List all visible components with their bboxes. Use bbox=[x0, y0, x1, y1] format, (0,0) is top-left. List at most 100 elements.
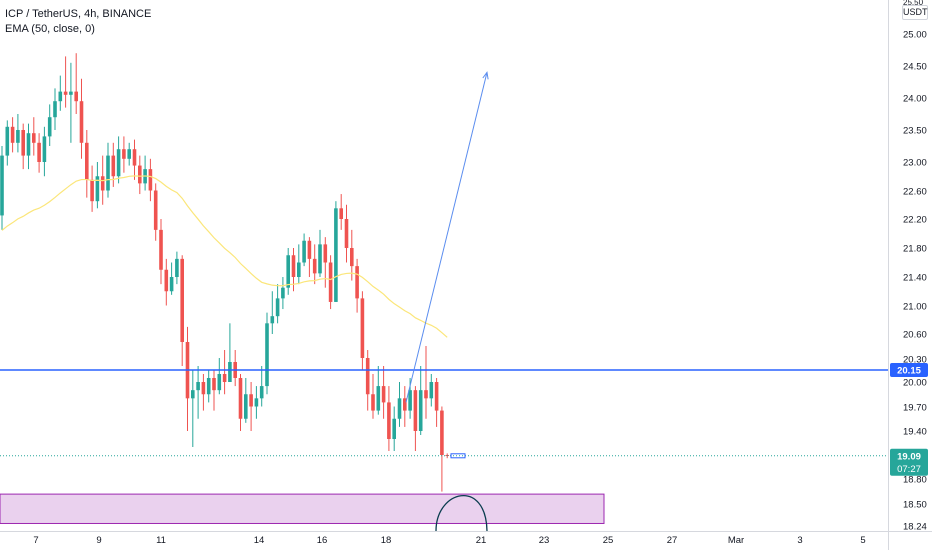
candle-down bbox=[350, 229, 354, 281]
candle-down bbox=[122, 136, 126, 173]
candle-down bbox=[212, 370, 216, 411]
candle-body bbox=[175, 258, 179, 277]
candle-down bbox=[323, 237, 328, 288]
candle-down bbox=[153, 183, 158, 241]
price-tick-label: 21.00 bbox=[903, 302, 927, 313]
time-tick-label: 23 bbox=[539, 535, 550, 546]
candle-up bbox=[191, 370, 195, 447]
candle-down bbox=[222, 350, 227, 395]
candle-body bbox=[429, 382, 434, 399]
candle-up bbox=[169, 262, 174, 295]
candle-body bbox=[63, 91, 68, 95]
last-price-marker bbox=[450, 453, 466, 459]
candle-down bbox=[32, 117, 36, 156]
time-tick-label: 11 bbox=[156, 535, 166, 546]
candle-body bbox=[238, 378, 243, 419]
circle-marker bbox=[435, 494, 488, 532]
candle-down bbox=[403, 386, 407, 427]
candle-body bbox=[254, 398, 259, 407]
candle-body bbox=[164, 269, 169, 292]
price-tick-label: 19.40 bbox=[903, 427, 927, 438]
candle-up bbox=[0, 146, 4, 230]
candle-body bbox=[318, 244, 322, 274]
candle-body bbox=[100, 176, 105, 191]
candle-up bbox=[334, 201, 338, 302]
time-tick-label: 9 bbox=[96, 535, 101, 546]
candle-body bbox=[360, 298, 365, 358]
candle-body bbox=[127, 149, 131, 159]
candle-body bbox=[201, 382, 206, 395]
candle-body bbox=[344, 219, 349, 248]
candle-up bbox=[47, 104, 52, 146]
candle-body bbox=[249, 394, 253, 407]
price-tick-label: 21.80 bbox=[903, 244, 927, 255]
candle-body bbox=[355, 266, 359, 299]
candle-up bbox=[53, 88, 57, 130]
candle-up bbox=[42, 126, 47, 177]
candle-body bbox=[21, 130, 25, 156]
candle-body bbox=[169, 277, 174, 292]
symbol-title[interactable]: ICP / TetherUS, 4h, BINANCE bbox=[5, 8, 152, 20]
candle-down bbox=[138, 155, 142, 195]
candles-group bbox=[0, 53, 449, 492]
candle-body bbox=[297, 262, 301, 277]
candle-body bbox=[328, 262, 333, 302]
candle-down bbox=[365, 350, 370, 411]
candle-up bbox=[143, 155, 147, 191]
time-tick-label: 27 bbox=[667, 535, 678, 546]
candle-down bbox=[434, 378, 439, 427]
currency-label[interactable]: USDT bbox=[902, 5, 928, 20]
candle-down bbox=[185, 326, 190, 431]
candle-body bbox=[32, 133, 36, 143]
candle-up bbox=[286, 248, 290, 295]
candle-down bbox=[159, 219, 163, 285]
candle-body bbox=[132, 149, 137, 166]
candle-up bbox=[259, 366, 264, 407]
candle-down bbox=[249, 382, 253, 431]
candle-up bbox=[69, 62, 73, 143]
price-tick-label: 18.50 bbox=[903, 500, 927, 511]
candle-down bbox=[355, 258, 359, 313]
candle-body bbox=[116, 149, 121, 177]
candle-body bbox=[371, 394, 375, 411]
candle-body bbox=[387, 402, 391, 439]
candle-body bbox=[206, 378, 211, 395]
candle-down bbox=[339, 194, 343, 230]
candle-body bbox=[37, 142, 41, 162]
candle-down bbox=[344, 204, 349, 263]
candle-body bbox=[42, 136, 47, 162]
candle-down bbox=[307, 237, 312, 277]
candle-body bbox=[196, 382, 200, 391]
candle-body bbox=[222, 374, 227, 382]
ema-line bbox=[1, 175, 448, 338]
price-tick-label: 18.80 bbox=[903, 475, 927, 486]
candle-up bbox=[16, 114, 20, 153]
candle-body bbox=[365, 358, 370, 395]
last-price-label: 19.09 bbox=[897, 451, 921, 462]
candle-body bbox=[58, 91, 63, 102]
candle-up bbox=[217, 358, 222, 395]
projection-arrow-head bbox=[482, 71, 489, 80]
candle-body bbox=[159, 229, 163, 270]
candle-body bbox=[0, 155, 4, 216]
candle-up bbox=[58, 75, 63, 111]
candle-up bbox=[5, 120, 10, 166]
candle-body bbox=[191, 390, 195, 399]
countdown-label: 07:27 bbox=[897, 464, 921, 475]
time-axis-bg bbox=[0, 531, 888, 550]
price-tick-label: 25.50 bbox=[903, 0, 924, 7]
candle-down bbox=[413, 386, 418, 451]
time-axis: 7 9 11 14 16 18 21 23 25 27 Mar 3 5 bbox=[33, 535, 865, 546]
candle-body bbox=[212, 378, 216, 391]
time-tick-label: Mar bbox=[728, 535, 744, 546]
candle-body bbox=[392, 418, 396, 439]
candle-up bbox=[106, 142, 110, 198]
ema-indicator-label[interactable]: EMA (50, close, 0) bbox=[5, 23, 95, 35]
candle-body bbox=[323, 244, 328, 263]
candle-body bbox=[180, 258, 184, 342]
candle-body bbox=[16, 130, 20, 143]
price-tick-label: 22.60 bbox=[903, 187, 927, 198]
time-tick-label: 25 bbox=[603, 535, 614, 546]
